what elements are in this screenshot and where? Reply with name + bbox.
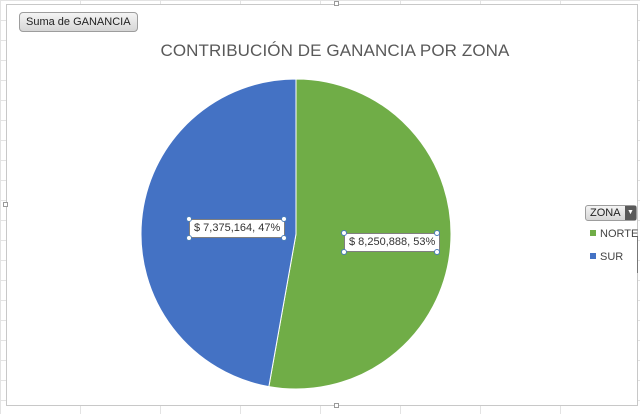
resize-handle-top[interactable]	[334, 1, 339, 6]
legend-item-sur: SUR	[590, 250, 623, 264]
legend-swatch-sur	[590, 253, 596, 259]
chart-title: CONTRIBUCIÓN DE GANANCIA POR ZONA	[160, 41, 510, 60]
label-handle[interactable]	[341, 249, 347, 255]
label-handle[interactable]	[434, 230, 440, 236]
label-handle[interactable]	[186, 235, 192, 241]
legend-label-sur: SUR	[600, 251, 624, 263]
label-handle[interactable]	[281, 216, 287, 222]
legend-label-norte: NORTE	[600, 228, 639, 240]
dropdown-arrow-icon[interactable]: ▼	[625, 206, 636, 220]
label-handle[interactable]	[341, 230, 347, 236]
legend-title: ZONA	[590, 207, 621, 219]
label-handle[interactable]	[434, 249, 440, 255]
label-handle[interactable]	[186, 216, 192, 222]
data-label-norte[interactable]: $ 8,250,888, 53%	[344, 233, 441, 252]
legend-item-norte: NORTE	[590, 227, 638, 241]
legend-swatch-norte	[590, 230, 596, 236]
legend-border	[637, 237, 638, 273]
resize-handle-bottom[interactable]	[334, 403, 339, 408]
resize-handle-left[interactable]	[3, 202, 8, 207]
legend-field-button[interactable]: ZONA ▼	[585, 205, 637, 221]
label-handle[interactable]	[281, 235, 287, 241]
value-field-button[interactable]: Suma de GANANCIA	[19, 12, 138, 32]
data-label-sur[interactable]: $ 7,375,164, 47%	[189, 219, 286, 238]
